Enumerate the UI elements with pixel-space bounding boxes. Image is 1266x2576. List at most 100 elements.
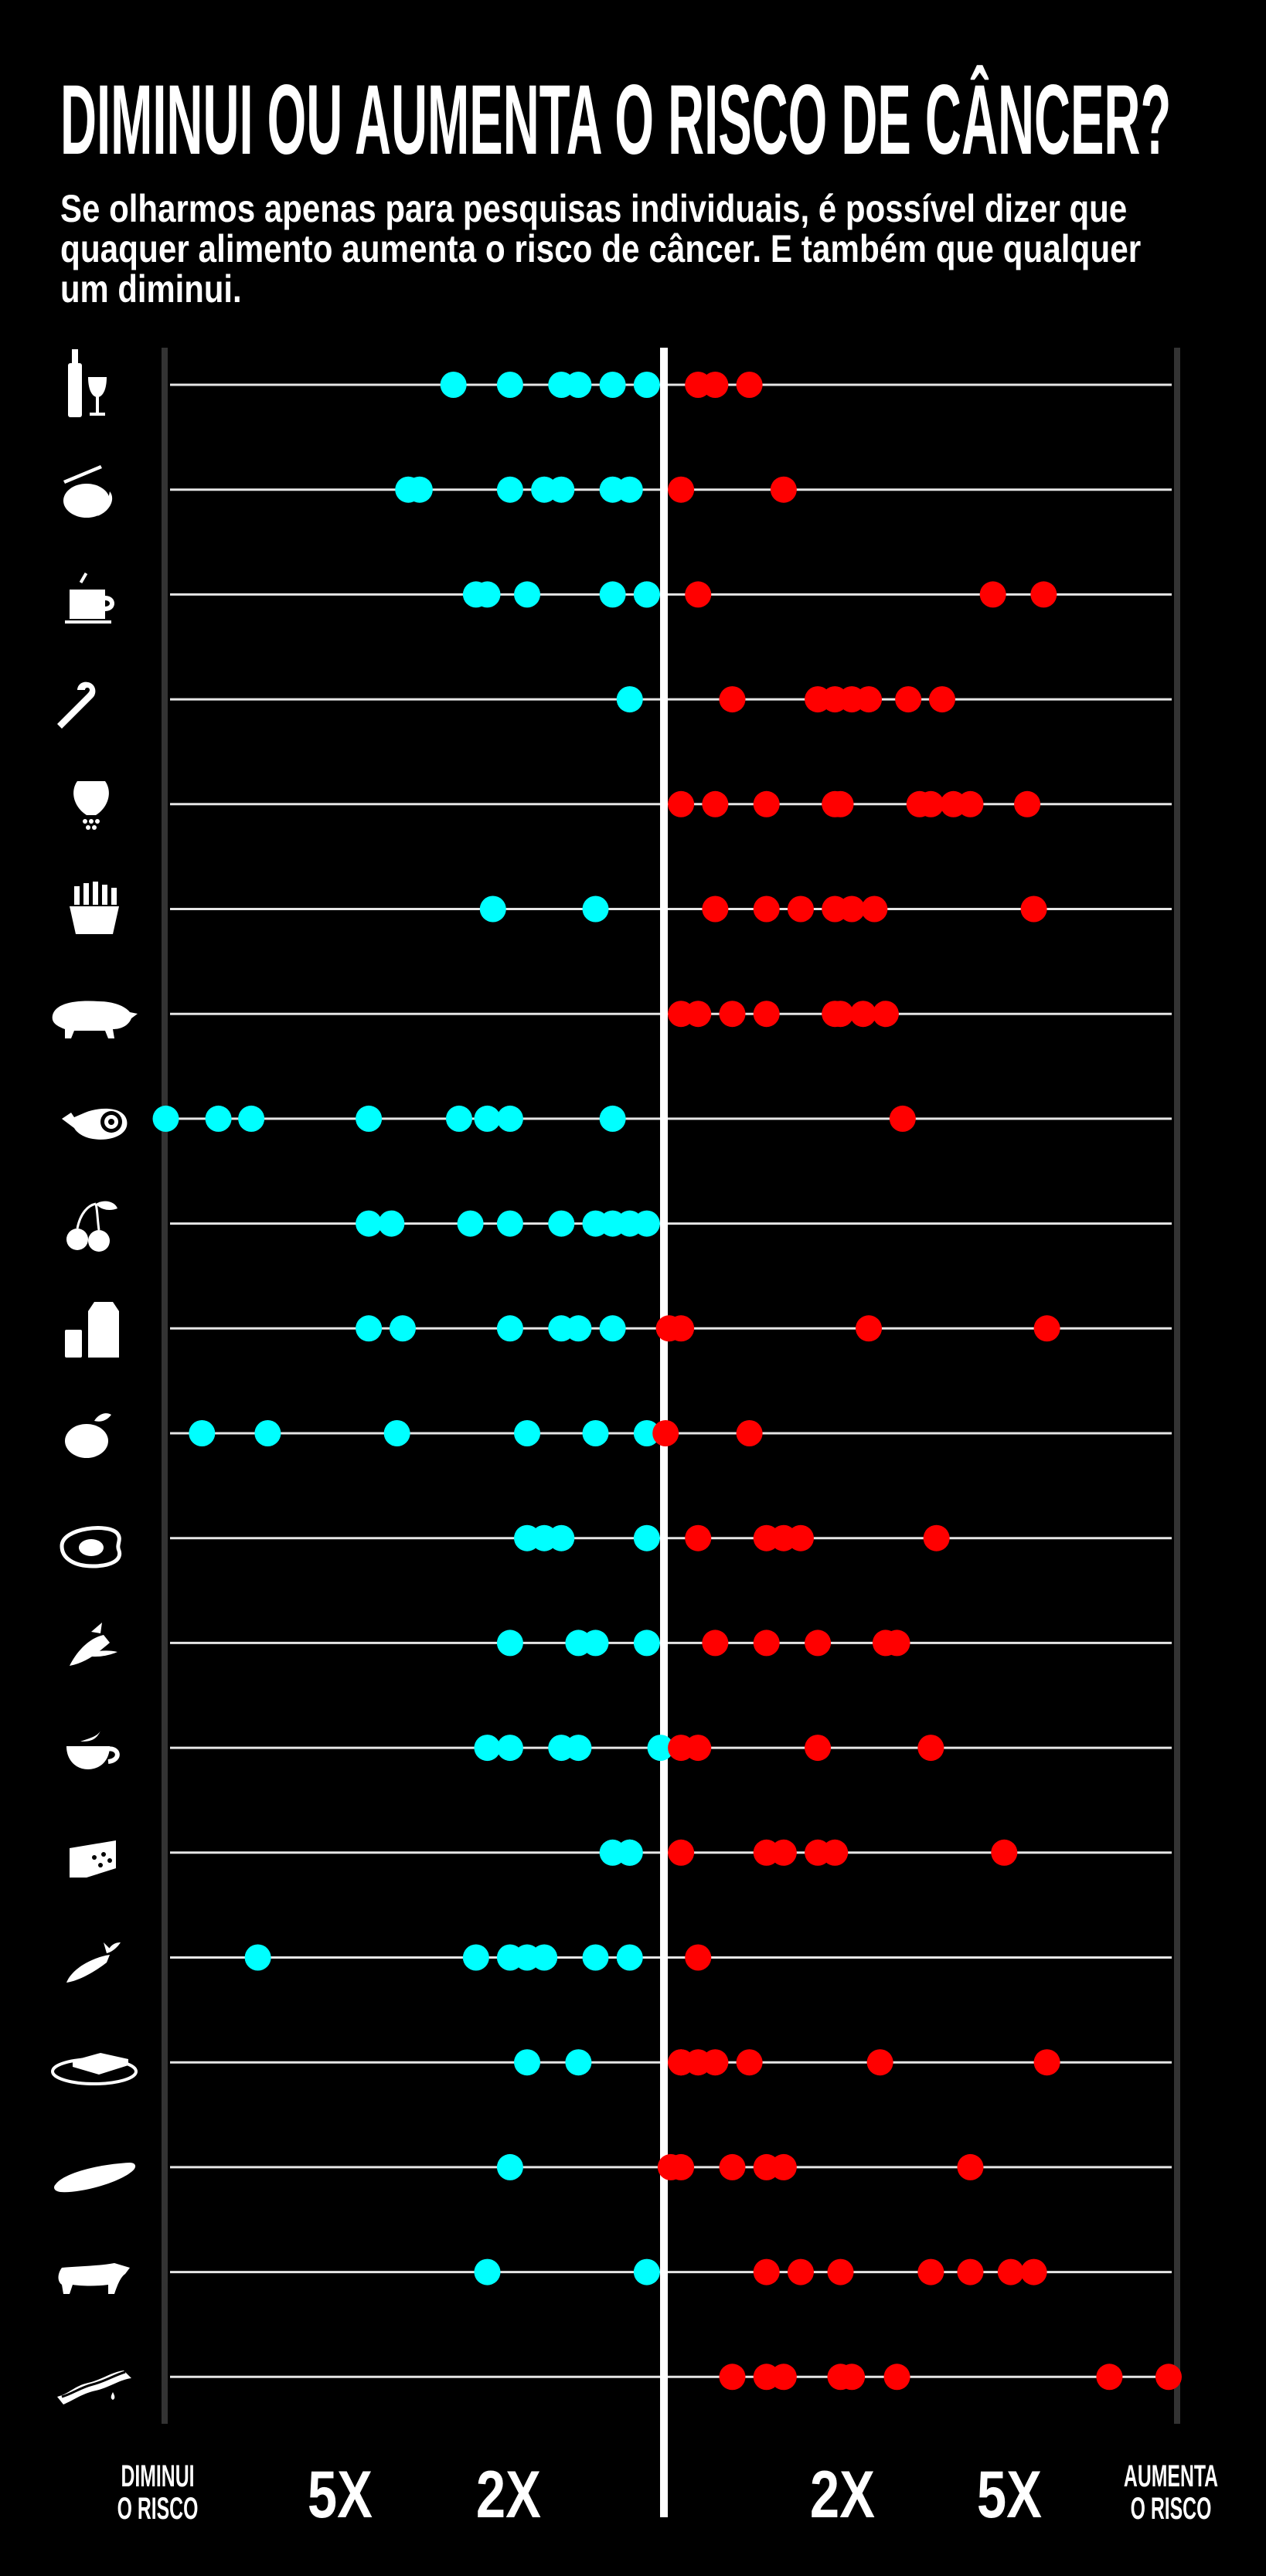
dot-decrease-tea xyxy=(474,581,501,608)
dot-increase-bread xyxy=(770,2153,797,2180)
dot-decrease-tomato xyxy=(496,476,523,503)
tick-label-left-2x: 2X xyxy=(475,2458,542,2532)
dot-increase-butter xyxy=(866,2049,893,2076)
page-title: DIMINUI OU AUMENTA O RISCO DE CÂNCER? xyxy=(60,65,1172,175)
dot-decrease-carrot xyxy=(462,1944,489,1971)
dot-increase-lemon xyxy=(652,1420,679,1446)
right-frame-bar xyxy=(1174,348,1180,2424)
dot-decrease-cherries xyxy=(633,1210,660,1237)
left-axis-label-line1: DIMINUI xyxy=(121,2459,195,2493)
dot-decrease-cherries xyxy=(356,1210,383,1237)
bacon-icon xyxy=(39,2338,147,2415)
dot-decrease-coffee xyxy=(496,1735,523,1762)
dot-increase-tomato xyxy=(668,476,695,503)
dot-decrease-butter xyxy=(514,2049,541,2076)
dot-increase-beef xyxy=(827,2258,854,2285)
dot-increase-fries xyxy=(753,895,780,923)
dot-decrease-tea xyxy=(514,581,541,608)
dot-decrease-corn xyxy=(633,1630,660,1657)
dot-decrease-milk xyxy=(389,1315,416,1342)
dot-increase-cheese xyxy=(668,1839,695,1866)
subtitle-line-3: um diminui. xyxy=(60,267,242,311)
cherries-icon xyxy=(39,1185,147,1263)
dot-increase-salt xyxy=(917,790,944,817)
salt-shaker-icon xyxy=(39,766,147,843)
dot-increase-milk xyxy=(856,1315,883,1342)
dot-increase-salt xyxy=(1014,790,1041,817)
dot-increase-bacon xyxy=(1096,2364,1123,2391)
dot-increase-coffee xyxy=(805,1735,832,1762)
candy-cane-icon xyxy=(39,661,147,738)
dot-decrease-ham xyxy=(474,1105,501,1132)
dot-increase-corn xyxy=(702,1630,729,1657)
dot-increase-pork xyxy=(827,1001,854,1028)
dot-increase-butter xyxy=(1033,2049,1060,2076)
dot-increase-tomato xyxy=(770,476,797,503)
dot-increase-pork xyxy=(872,1001,899,1028)
dot-increase-fries xyxy=(702,895,729,923)
dot-decrease-fries xyxy=(582,895,609,923)
dot-increase-wine xyxy=(736,372,763,398)
dot-increase-coffee xyxy=(685,1735,712,1762)
dot-increase-tea xyxy=(685,581,712,608)
right-axis-label-line2: O RISCO xyxy=(1130,2492,1212,2526)
dot-decrease-cheese xyxy=(616,1839,643,1866)
dot-decrease-ham xyxy=(205,1105,232,1132)
left-frame-bar xyxy=(162,348,168,2424)
dot-decrease-ham xyxy=(238,1105,265,1132)
dot-increase-cheese xyxy=(991,1839,1018,1866)
dot-increase-sugar xyxy=(928,686,955,713)
dot-decrease-butter xyxy=(565,2049,592,2076)
dot-increase-pork xyxy=(753,1001,780,1028)
dot-decrease-cherries xyxy=(548,1210,575,1237)
tea-icon xyxy=(39,556,147,633)
dot-decrease-ham xyxy=(152,1105,179,1132)
dot-increase-fries xyxy=(861,895,888,923)
dot-increase-salt xyxy=(827,790,854,817)
milk-carton-icon xyxy=(39,1290,147,1367)
dot-increase-sugar xyxy=(719,686,746,713)
dot-decrease-ham xyxy=(496,1105,523,1132)
dot-increase-salt xyxy=(957,790,984,817)
dot-increase-tea xyxy=(979,581,1006,608)
dot-decrease-milk xyxy=(356,1315,383,1342)
dot-decrease-lemon xyxy=(254,1420,281,1446)
dot-increase-bacon xyxy=(719,2364,746,2391)
dot-increase-butter xyxy=(702,2049,729,2076)
dot-decrease-coffee xyxy=(647,1735,674,1762)
dot-increase-wine xyxy=(702,372,729,398)
dot-decrease-carrot xyxy=(616,1944,643,1971)
dot-increase-egg xyxy=(787,1524,814,1551)
bread-icon xyxy=(39,2129,147,2206)
dot-increase-coffee xyxy=(917,1735,944,1762)
dot-increase-milk xyxy=(1033,1315,1060,1342)
dot-increase-bread xyxy=(668,2153,695,2180)
wine-icon xyxy=(39,346,147,423)
dot-decrease-carrot xyxy=(244,1944,271,1971)
dot-decrease-egg xyxy=(633,1524,660,1551)
dot-increase-cheese xyxy=(822,1839,849,1866)
dot-decrease-lemon xyxy=(633,1420,660,1446)
dot-increase-sugar xyxy=(856,686,883,713)
dot-increase-bread xyxy=(957,2153,984,2180)
dot-decrease-ham xyxy=(599,1105,626,1132)
dot-increase-bacon xyxy=(839,2364,866,2391)
butter-icon xyxy=(39,2024,147,2101)
dot-increase-egg xyxy=(923,1524,950,1551)
dot-decrease-cherries xyxy=(457,1210,484,1237)
dot-increase-pork xyxy=(685,1001,712,1028)
dot-decrease-wine xyxy=(565,372,592,398)
subtitle-line-1: Se olharmos apenas para pesquisas indivi… xyxy=(60,187,1128,230)
dot-decrease-lemon xyxy=(582,1420,609,1446)
dot-decrease-fries xyxy=(479,895,506,923)
dot-increase-bacon xyxy=(770,2364,797,2391)
tick-label-right-2x: 2X xyxy=(809,2458,876,2532)
tick-label-right-5x: 5X xyxy=(976,2458,1043,2532)
right-axis-label: AUMENTA O RISCO xyxy=(1124,2460,1218,2525)
dot-increase-lemon xyxy=(736,1420,763,1446)
dot-decrease-ham xyxy=(356,1105,383,1132)
dot-increase-corn xyxy=(753,1630,780,1657)
dot-decrease-coffee xyxy=(565,1735,592,1762)
dot-increase-beef xyxy=(1020,2258,1047,2285)
